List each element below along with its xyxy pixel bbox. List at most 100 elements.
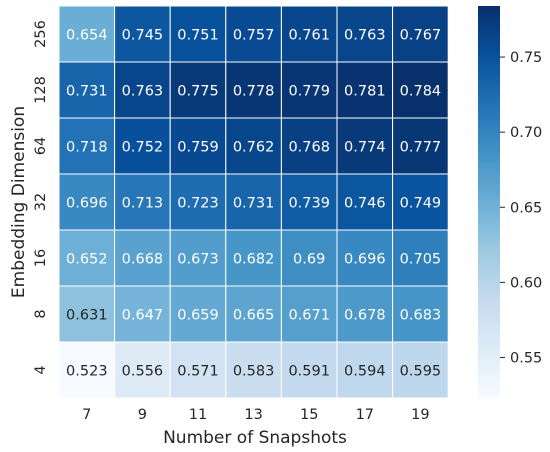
x-tick-label: 17	[356, 407, 374, 423]
cell-value-label: 0.731	[66, 84, 108, 100]
cell-value-label: 0.523	[66, 364, 108, 380]
y-tick-label: 64	[33, 137, 49, 155]
cell-value-label: 0.591	[288, 364, 330, 380]
y-tick-label: 128	[33, 76, 49, 104]
y-tick-label: 8	[33, 309, 49, 318]
colorbar	[478, 6, 500, 398]
heatmap-cell	[169, 229, 227, 287]
heatmap-cell	[225, 117, 282, 175]
heatmap-cell	[58, 5, 116, 63]
cell-value-label: 0.779	[288, 84, 330, 100]
heatmap-cell	[280, 61, 338, 119]
heatmap-cells	[58, 5, 449, 399]
x-tick-label: 13	[244, 407, 262, 423]
cell-value-label: 0.745	[122, 28, 164, 44]
cell-value-label: 0.752	[122, 140, 164, 156]
colorbar-tick-label: 0.70	[510, 125, 542, 141]
y-tick-label: 4	[33, 365, 49, 374]
heatmap-cell	[58, 61, 116, 119]
cell-value-label: 0.757	[233, 28, 275, 44]
cell-value-label: 0.784	[400, 84, 442, 100]
cell-value-label: 0.746	[344, 196, 386, 212]
x-tick-label: 7	[82, 407, 91, 423]
heatmap-cell	[58, 285, 116, 343]
heatmap-cell-labels: 0.654 0.745 0.751 0.757 0.761 0.763 0.767 0.731…	[66, 28, 441, 380]
x-tick-label: 11	[189, 407, 207, 423]
heatmap-cell	[169, 61, 227, 119]
heatmap-cell	[169, 341, 227, 399]
cell-value-label: 0.668	[122, 252, 164, 268]
cell-value-label: 0.571	[177, 364, 219, 380]
cell-value-label: 0.749	[400, 196, 442, 212]
heatmap-cell	[392, 341, 449, 399]
cell-value-label: 0.673	[177, 252, 219, 268]
heatmap-cell	[280, 117, 338, 175]
cell-value-label: 0.781	[344, 84, 386, 100]
heatmap-cell	[392, 285, 449, 343]
cell-value-label: 0.777	[400, 140, 442, 156]
heatmap-cell	[392, 117, 449, 175]
heatmap-cell	[169, 117, 227, 175]
cell-value-label: 0.761	[288, 28, 330, 44]
cell-value-label: 0.696	[344, 252, 386, 268]
cell-value-label: 0.647	[122, 308, 164, 324]
heatmap-cell	[58, 229, 116, 287]
x-tick-label: 15	[300, 407, 318, 423]
cell-value-label: 0.778	[233, 84, 275, 100]
heatmap-cell	[336, 117, 394, 175]
heatmap-cell	[336, 341, 394, 399]
heatmap-cell	[58, 173, 116, 231]
cell-value-label: 0.665	[233, 308, 275, 324]
heatmap-cell	[114, 173, 171, 231]
cell-value-label: 0.696	[66, 196, 108, 212]
cell-value-label: 0.705	[400, 252, 442, 268]
cell-value-label: 0.713	[122, 196, 164, 212]
cell-value-label: 0.739	[288, 196, 330, 212]
cell-value-label: 0.678	[344, 308, 386, 324]
cell-value-label: 0.767	[400, 28, 442, 44]
heatmap-cell	[336, 5, 394, 63]
heatmap-cell	[225, 285, 282, 343]
cell-value-label: 0.718	[66, 140, 108, 156]
x-tick-label: 9	[138, 407, 147, 423]
cell-value-label: 0.774	[344, 140, 386, 156]
heatmap-cell	[114, 117, 171, 175]
cell-value-label: 0.652	[66, 252, 108, 268]
x-axis-ticks: 7 9 11 13 15 17 19	[82, 407, 429, 423]
heatmap-cell	[280, 285, 338, 343]
heatmap-cell	[225, 173, 282, 231]
heatmap-cell	[280, 341, 338, 399]
heatmap-cell	[392, 61, 449, 119]
cell-value-label: 0.763	[122, 84, 164, 100]
colorbar-tick-label: 0.65	[510, 200, 542, 216]
y-axis-label: Embedding Dimension	[9, 106, 29, 298]
cell-value-label: 0.683	[400, 308, 442, 324]
x-tick-label: 19	[411, 407, 429, 423]
colorbar-tick-label: 0.75	[510, 50, 542, 66]
cell-value-label: 0.595	[400, 364, 442, 380]
cell-value-label: 0.751	[177, 28, 219, 44]
y-tick-label: 16	[33, 249, 49, 267]
cell-value-label: 0.556	[122, 364, 164, 380]
cell-value-label: 0.682	[233, 252, 275, 268]
heatmap-cell	[392, 173, 449, 231]
colorbar-tick-label: 0.55	[510, 350, 542, 366]
cell-value-label: 0.723	[177, 196, 219, 212]
y-tick-label: 32	[33, 193, 49, 211]
heatmap-cell	[114, 285, 171, 343]
heatmap-cell	[114, 5, 171, 63]
colorbar-ticks: 0.55 0.60 0.65 0.70 0.75	[500, 50, 542, 366]
y-axis-ticks: 256 128 64 32 16 8 4	[33, 20, 49, 374]
heatmap-cell	[169, 5, 227, 63]
cell-value-label: 0.671	[288, 308, 330, 324]
cell-value-label: 0.768	[288, 140, 330, 156]
cell-value-label: 0.775	[177, 84, 219, 100]
x-axis-label: Number of Snapshots	[163, 428, 347, 448]
heatmap-cell	[336, 173, 394, 231]
cell-value-label: 0.759	[177, 140, 219, 156]
cell-value-label: 0.763	[344, 28, 386, 44]
cell-value-label: 0.594	[344, 364, 386, 380]
heatmap-cell	[225, 341, 282, 399]
cell-value-label: 0.659	[177, 308, 219, 324]
